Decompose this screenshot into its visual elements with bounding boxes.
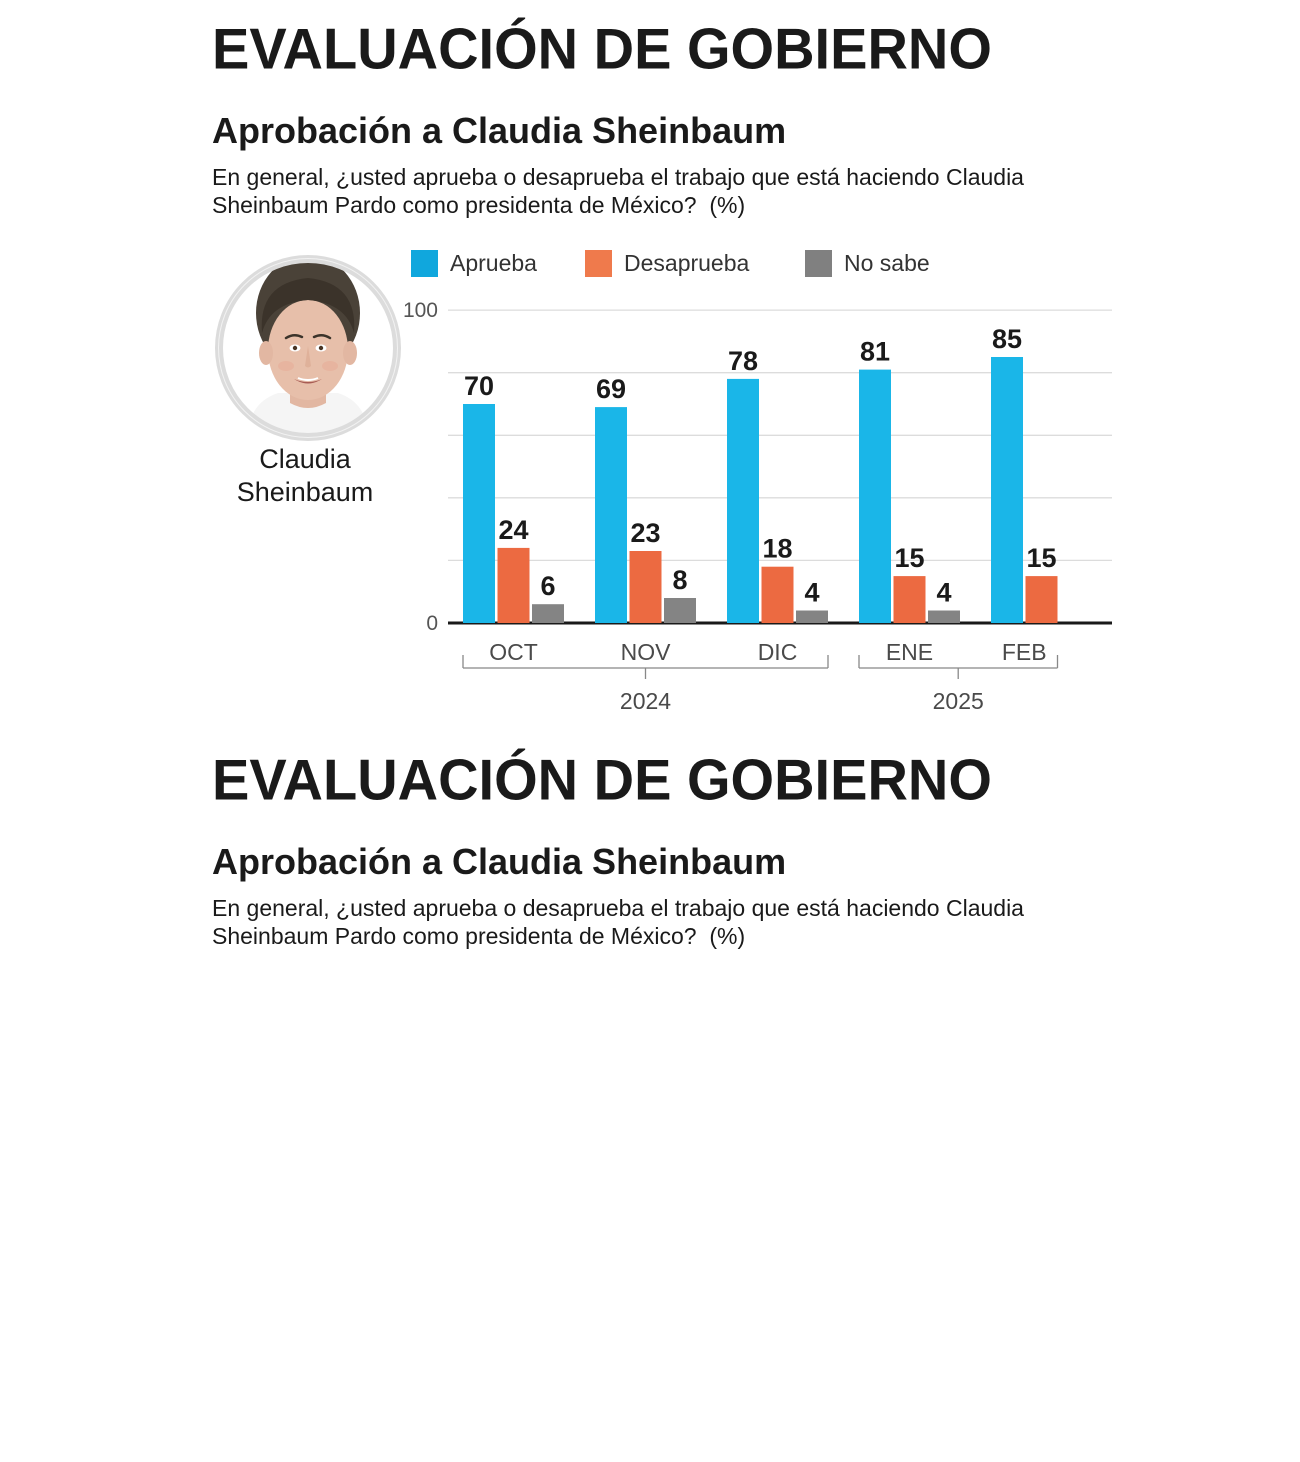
svg-text:24: 24 — [498, 515, 528, 545]
svg-text:81: 81 — [860, 337, 890, 367]
svg-text:69: 69 — [596, 374, 626, 404]
svg-text:23: 23 — [630, 518, 660, 548]
svg-text:DIC: DIC — [758, 639, 798, 665]
svg-text:0: 0 — [426, 612, 438, 635]
svg-text:4: 4 — [936, 578, 951, 608]
svg-text:70: 70 — [464, 371, 494, 401]
svg-text:2024: 2024 — [620, 688, 671, 714]
svg-text:8: 8 — [672, 565, 687, 595]
svg-text:15: 15 — [894, 543, 924, 573]
svg-text:18: 18 — [762, 534, 792, 564]
svg-text:FEB: FEB — [1002, 639, 1047, 665]
svg-text:100: 100 — [403, 299, 438, 322]
svg-text:2025: 2025 — [933, 688, 984, 714]
svg-text:4: 4 — [804, 578, 819, 608]
svg-text:85: 85 — [992, 324, 1022, 354]
svg-text:ENE: ENE — [886, 639, 933, 665]
svg-text:78: 78 — [728, 346, 758, 376]
svg-text:NOV: NOV — [621, 639, 672, 665]
svg-text:OCT: OCT — [489, 639, 538, 665]
svg-text:6: 6 — [540, 571, 555, 601]
svg-text:15: 15 — [1026, 543, 1056, 573]
